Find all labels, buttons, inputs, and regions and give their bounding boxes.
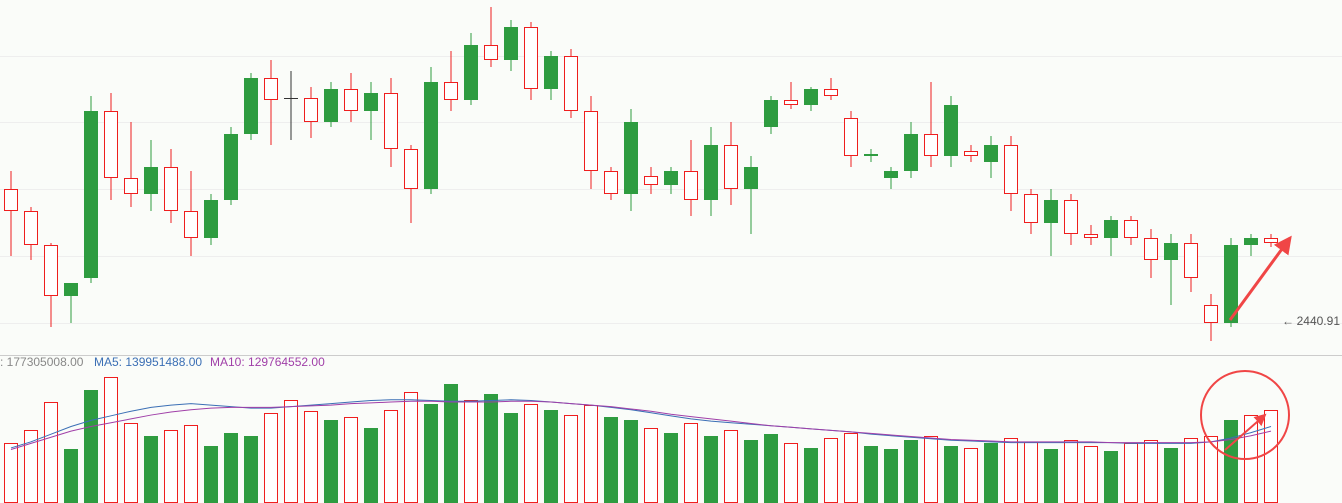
price-arrow-annotation bbox=[0, 0, 1342, 345]
price-candlestick-panel[interactable]: ←2440.91 bbox=[0, 0, 1342, 345]
volume-bar-panel[interactable]: : 177305008.00MA5: 139951488.00MA10: 129… bbox=[0, 355, 1342, 503]
chart-container: ←2440.91 : 177305008.00MA5: 139951488.00… bbox=[0, 0, 1342, 503]
volume-arrow-annotation bbox=[0, 355, 1342, 503]
